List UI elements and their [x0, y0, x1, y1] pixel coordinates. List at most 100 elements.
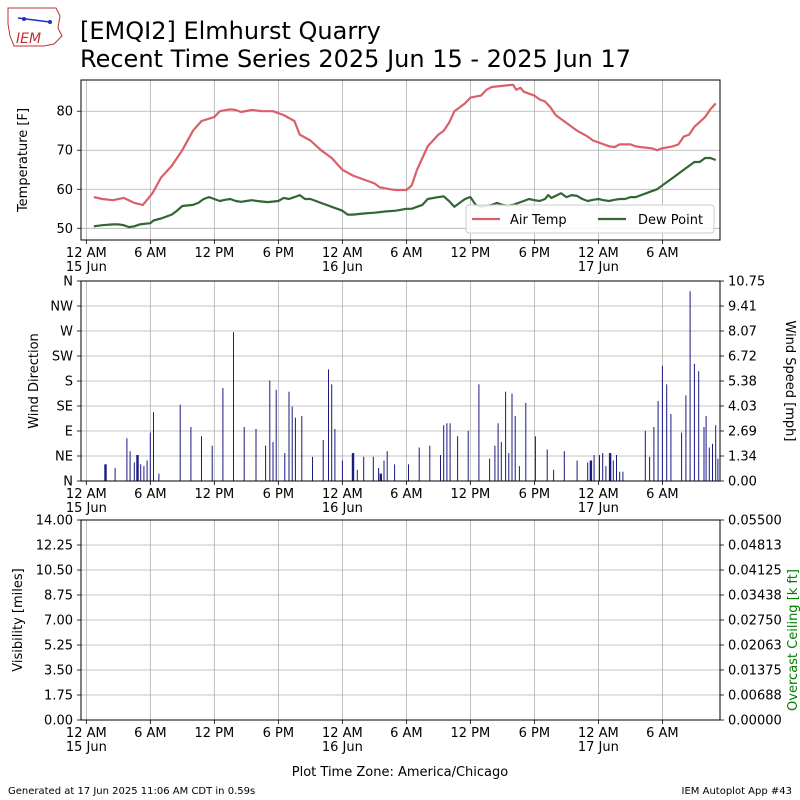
x-tick-label: 12 PM	[194, 487, 234, 502]
plot-frame	[80, 280, 721, 482]
wind-speed-bar	[457, 436, 459, 481]
wind-speed-bar	[272, 441, 274, 481]
y-tick-label: 80	[56, 105, 73, 120]
wind-speed-bar	[666, 384, 668, 481]
wind-speed-bar	[508, 453, 510, 481]
x-tick-label: 12 PM	[451, 487, 491, 502]
x-tick-label: 6 AM	[134, 726, 167, 741]
x-tick-date: 16 Jun	[322, 260, 363, 275]
wind-speed-bar	[429, 445, 431, 481]
wind-speed-bar	[446, 423, 448, 481]
direction-tick-label: E	[65, 425, 73, 440]
x-tick-date: 15 Jun	[66, 260, 107, 275]
wind-speed-bar	[494, 445, 496, 481]
wind-speed-bar	[449, 423, 451, 481]
ceiling-tick-label: 0.01375	[728, 664, 782, 679]
x-tick-label: 12 AM	[578, 246, 619, 261]
wind-speed-bar	[288, 391, 290, 481]
wind-speed-bar	[378, 468, 380, 481]
logo-text: IEM	[16, 31, 41, 47]
ceiling-tick-label: 0.00688	[728, 689, 782, 704]
wind-speed-bar	[222, 388, 224, 481]
ceiling-tick-label: 0.03438	[728, 589, 782, 604]
x-tick-date: 16 Jun	[322, 740, 363, 755]
wind-panel: N NE E SE S SW W NW N 0.00 1.34 2.69 4.03 5.38 6.72 8.0…	[27, 275, 797, 517]
wind-speed-bar	[341, 460, 343, 481]
x-tick-label: 6 AM	[390, 487, 423, 502]
wind-speed-bar	[514, 415, 516, 481]
wind-speed-bar	[149, 432, 151, 481]
ceiling-tick-label: 0.02750	[728, 614, 782, 629]
speed-tick-label: 8.07	[728, 325, 757, 340]
wind-speed-bar	[356, 469, 358, 481]
wind-speed-bar	[612, 460, 614, 481]
wind-speed-bar	[616, 455, 617, 481]
wind-speed-bar	[372, 456, 374, 481]
wind-speed-bar	[383, 460, 385, 481]
y-tick-label: 50	[56, 222, 73, 237]
wind-speed-bar	[717, 458, 719, 481]
chart-subtitle: Recent Time Series 2025 Jun 15 - 2025 Ju…	[80, 45, 631, 73]
x-tick-label: 12 AM	[66, 487, 107, 502]
wind-speed-bar	[698, 371, 700, 481]
wind-speed-bar	[467, 430, 469, 481]
wind-speed-bar	[681, 432, 683, 481]
wind-speed-bar	[602, 453, 604, 481]
visibility-tick-label: 7.00	[44, 614, 73, 629]
wind-speed-bar	[518, 466, 520, 481]
visibility-tick-label: 0.00	[44, 714, 73, 729]
wind-speed-bar	[546, 449, 548, 481]
wind-speed-bar	[179, 404, 181, 481]
x-tick-label: 12 PM	[194, 246, 234, 261]
wind-speed-bar	[351, 453, 355, 481]
wind-speed-bar	[394, 464, 396, 481]
wind-speed-bar	[136, 455, 139, 481]
ceiling-tick-label: 0.04125	[728, 564, 782, 579]
direction-tick-label: NW	[50, 300, 73, 315]
wind-speed-bar	[265, 445, 267, 481]
wind-speed-bar	[243, 427, 245, 481]
air-temp-line	[93, 83, 717, 206]
wind-speed-bar	[644, 430, 646, 481]
wind-speed-bar	[685, 395, 687, 481]
wind-speed-bar	[599, 455, 600, 481]
direction-tick-label: S	[65, 375, 73, 390]
wind-speed-bar	[619, 471, 621, 481]
x-tick-label: 12 AM	[66, 246, 107, 261]
wind-speed-bar	[478, 384, 480, 481]
speed-tick-label: 6.72	[728, 350, 757, 365]
wind-speed-bar	[275, 389, 277, 481]
wind-speed-bar	[708, 447, 710, 481]
ceiling-tick-label: 0.04813	[728, 539, 782, 554]
wind-speed-bar	[653, 427, 655, 481]
chart-title: [EMQI2] Elmhurst Quarry	[80, 17, 381, 45]
speed-tick-label: 9.41	[728, 300, 757, 315]
wind-speed-bar	[489, 458, 491, 481]
direction-tick-label: N	[63, 475, 73, 490]
visibility-tick-label: 14.00	[36, 514, 73, 529]
legend-box	[465, 204, 715, 234]
wind-speed-bar	[712, 443, 713, 481]
wind-speed-bar	[622, 471, 624, 481]
direction-tick-label: W	[60, 325, 73, 340]
x-tick-label: 6 PM	[263, 246, 294, 261]
wind-speed-bar	[294, 417, 296, 481]
y-tick-label: 60	[56, 183, 73, 198]
x-tick-label: 6 AM	[646, 246, 679, 261]
y2-axis-label: Wind Speed [mph]	[782, 321, 797, 442]
wind-speed-bar	[291, 406, 293, 481]
ceiling-tick-label: 0.05500	[728, 514, 782, 529]
speed-tick-label: 2.69	[728, 425, 757, 440]
wind-speed-bar	[255, 428, 257, 481]
visibility-tick-label: 10.50	[36, 564, 73, 579]
wind-speed-bar	[201, 436, 202, 481]
x-tick-label: 12 PM	[451, 726, 491, 741]
x-tick-label: 12 AM	[322, 246, 363, 261]
wind-speed-bar	[331, 384, 333, 481]
plot-frame	[80, 79, 721, 241]
x-tick-label: 6 PM	[263, 487, 294, 502]
ceiling-tick-label: 0.00000	[728, 714, 782, 729]
wind-speed-bar	[140, 464, 142, 481]
wind-speed-bar	[284, 453, 286, 481]
wind-speed-bar	[233, 332, 234, 481]
